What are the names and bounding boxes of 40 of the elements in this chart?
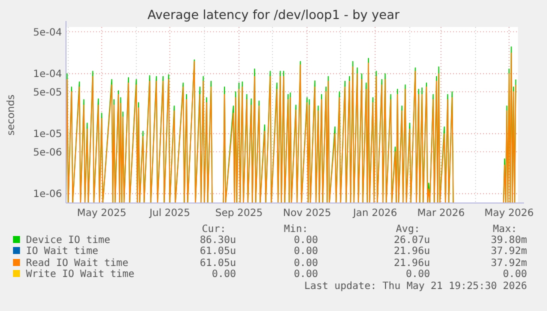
legend-label: Device IO time	[26, 235, 110, 246]
text: 21.96u	[394, 246, 430, 257]
text: Max:	[492, 224, 517, 235]
y-tick-label: 1e-06	[33, 189, 62, 200]
legend-label: Write IO Wait time	[26, 269, 134, 280]
text: 21.96u	[394, 258, 430, 269]
text: Cur:	[202, 224, 226, 235]
text: 61.05u	[200, 246, 236, 257]
x-tick-label: Jul 2025	[148, 208, 190, 219]
text: 0.00	[294, 269, 318, 280]
x-tick-label: Mar 2026	[417, 208, 465, 219]
text: 37.92m	[490, 258, 527, 269]
y-tick-label: 1e-04	[33, 69, 62, 80]
x-tick-label: Sep 2025	[215, 208, 263, 219]
y-tick-label: 5e-06	[33, 147, 62, 158]
text: 61.05u	[200, 258, 236, 269]
text: Avg:	[396, 224, 420, 235]
legend-label: Read IO Wait time	[26, 258, 128, 269]
text: 39.80m	[490, 235, 527, 246]
text: 37.92m	[490, 246, 527, 257]
y-tick-label: 5e-05	[33, 87, 62, 98]
x-tick-label: Jan 2026	[352, 208, 398, 219]
text: 86.30u	[200, 235, 236, 246]
text: Min:	[284, 224, 308, 235]
text: 0.00	[502, 269, 527, 280]
legend-label: IO Wait time	[26, 246, 98, 257]
chart-title: Average latency for /dev/loop1 - by year	[147, 7, 400, 22]
text: 0.00	[294, 258, 318, 269]
y-tick-label: 5e-04	[33, 27, 62, 38]
text: Last update: Thu May 21 19:25:30 2026	[304, 281, 527, 292]
text: 26.07u	[394, 235, 430, 246]
text: 0.00	[294, 246, 318, 257]
text: 0.00	[294, 235, 318, 246]
y-tick-label: 1e-05	[33, 129, 62, 140]
text: 0.00	[212, 269, 236, 280]
text: 0.00	[406, 269, 430, 280]
y-axis-title: seconds	[6, 94, 17, 136]
x-tick-label: Nov 2025	[282, 208, 332, 219]
x-tick-label: May 2025	[77, 208, 126, 219]
x-tick-label: May 2026	[484, 208, 534, 219]
